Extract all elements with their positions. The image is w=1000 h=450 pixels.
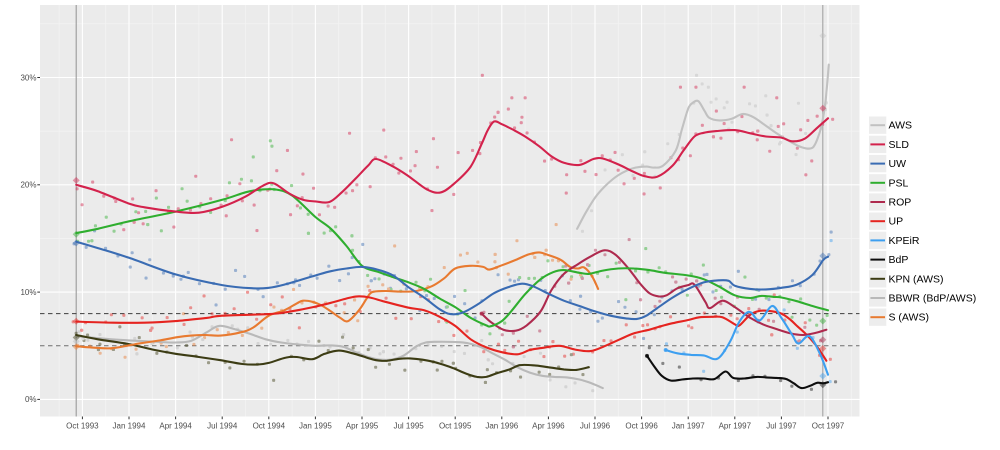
svg-text:Jul 1996: Jul 1996 <box>580 422 611 431</box>
svg-text:ROP: ROP <box>889 197 912 209</box>
svg-text:S (AWS): S (AWS) <box>889 312 929 324</box>
svg-text:Oct 1993: Oct 1993 <box>66 422 99 431</box>
svg-text:BdP: BdP <box>889 254 909 266</box>
svg-text:KPEiR: KPEiR <box>889 235 920 247</box>
svg-text:Oct 1995: Oct 1995 <box>439 422 472 431</box>
svg-text:Jan 1995: Jan 1995 <box>299 422 332 431</box>
svg-text:Apr 1994: Apr 1994 <box>159 422 192 431</box>
svg-text:0%: 0% <box>25 395 37 404</box>
svg-text:Apr 1995: Apr 1995 <box>346 422 379 431</box>
svg-text:UW: UW <box>889 158 907 170</box>
svg-text:10%: 10% <box>20 288 36 297</box>
svg-text:SLD: SLD <box>889 139 910 151</box>
svg-text:BBWR (BdP/AWS): BBWR (BdP/AWS) <box>889 293 977 305</box>
svg-text:Jul 1997: Jul 1997 <box>766 422 797 431</box>
svg-text:Apr 1997: Apr 1997 <box>719 422 752 431</box>
svg-text:Jan 1997: Jan 1997 <box>672 422 705 431</box>
svg-text:30%: 30% <box>20 73 36 82</box>
svg-text:Jul 1995: Jul 1995 <box>393 422 424 431</box>
svg-text:KPN (AWS): KPN (AWS) <box>889 273 944 285</box>
svg-text:Jan 1994: Jan 1994 <box>113 422 146 431</box>
svg-text:Oct 1997: Oct 1997 <box>812 422 845 431</box>
svg-text:Oct 1994: Oct 1994 <box>253 422 286 431</box>
svg-text:Apr 1996: Apr 1996 <box>532 422 565 431</box>
svg-text:UP: UP <box>889 216 904 228</box>
svg-text:Jan 1996: Jan 1996 <box>485 422 518 431</box>
svg-text:PSL: PSL <box>889 177 909 189</box>
svg-text:20%: 20% <box>20 181 36 190</box>
svg-text:Oct 1996: Oct 1996 <box>625 422 658 431</box>
svg-text:AWS: AWS <box>889 120 913 132</box>
svg-text:Jul 1994: Jul 1994 <box>207 422 238 431</box>
